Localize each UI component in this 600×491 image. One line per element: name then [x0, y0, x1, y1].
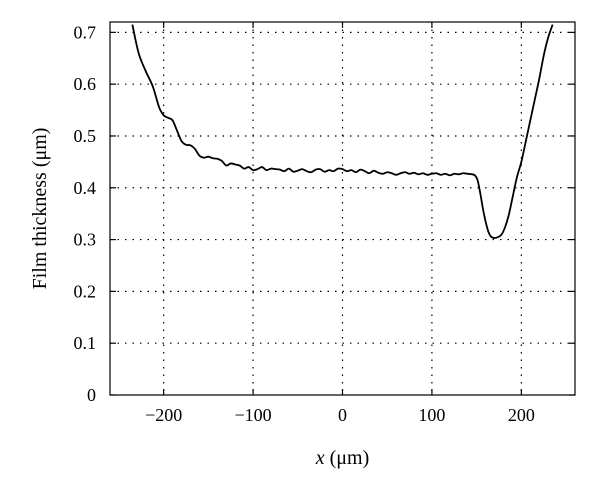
- x-tick-label: −200: [145, 405, 182, 425]
- x-tick-label: −100: [234, 405, 271, 425]
- y-tick-label: 0.1: [74, 333, 97, 353]
- y-tick-label: 0.7: [74, 22, 97, 42]
- x-axis-label: x (μm): [315, 447, 370, 469]
- y-tick-label: 0.6: [74, 74, 97, 94]
- x-axis-unit: (μm): [325, 447, 370, 469]
- axis-ticks: [110, 22, 575, 396]
- plot-frame: [109, 21, 576, 396]
- y-tick-label: 0.5: [74, 126, 97, 146]
- x-tick-label: 100: [418, 405, 445, 425]
- y-tick-label: 0: [87, 385, 96, 405]
- y-tick-label: 0.3: [74, 230, 97, 250]
- series-line: [131, 24, 554, 239]
- tick-labels: −200 −100 0 100 200 0 0.1 0.2 0.3 0.4 0.5 0.6 0.7: [74, 22, 535, 425]
- y-tick-label: 0.2: [74, 281, 97, 301]
- y-axis-label: Film thickness (μm): [29, 128, 51, 290]
- x-axis-variable: x: [315, 447, 325, 469]
- series-layer: [131, 24, 554, 239]
- x-tick-label: 0: [338, 405, 347, 425]
- y-tick-label: 0.4: [74, 178, 97, 198]
- x-tick-label: 200: [508, 405, 535, 425]
- grid: [110, 22, 575, 395]
